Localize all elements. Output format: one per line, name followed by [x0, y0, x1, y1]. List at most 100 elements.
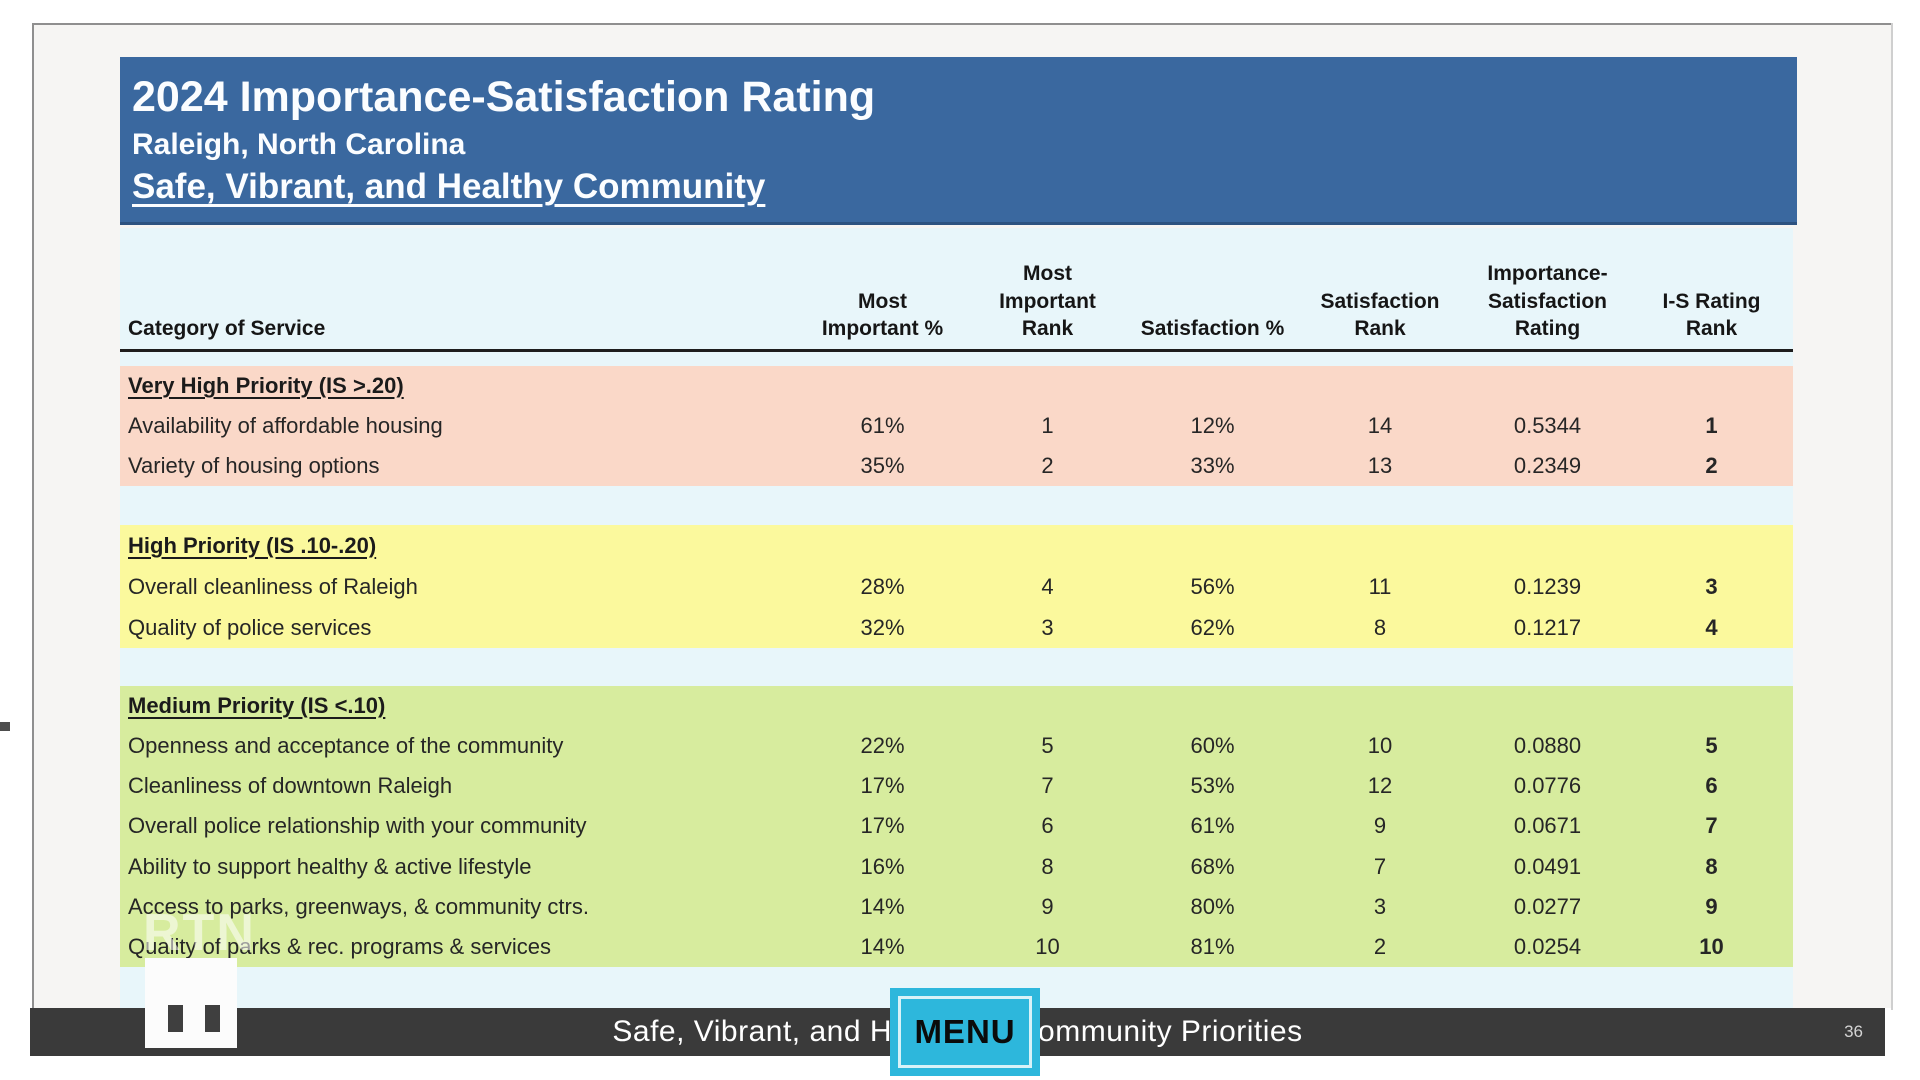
slide-page-number: 36: [1844, 1022, 1863, 1041]
value-cell: 60%: [1190, 733, 1235, 759]
value-cell: 62%: [1190, 614, 1235, 640]
column-header: Satisfaction Rank: [1320, 289, 1440, 341]
slide-title-block: 2024 Importance-Satisfaction Rating Rale…: [120, 57, 1797, 225]
value-cell: 0.0776: [1513, 773, 1582, 799]
presentation-slide: 2024 Importance-Satisfaction Rating Rale…: [34, 25, 1891, 1048]
table-row: Quality of police services 32% 3 62% 8 0.1217…: [120, 607, 1793, 648]
value-cell: 11: [1368, 573, 1392, 599]
value-cell: 3: [1373, 893, 1387, 919]
column-header: Most Important Rank: [999, 261, 1096, 341]
value-cell: 16%: [860, 853, 905, 879]
column-header: Most Important %: [821, 289, 944, 341]
footer-caption-right: ommunity Priorities: [1038, 1015, 1303, 1048]
value-cell: 80%: [1190, 893, 1235, 919]
slide-subtitle-topic: Safe, Vibrant, and Healthy Community: [132, 167, 766, 206]
value-cell: 8: [1373, 614, 1387, 640]
rtn-11-digit-one: [205, 1005, 220, 1032]
value-cell: 35%: [860, 453, 905, 478]
value-cell: 12: [1367, 773, 1393, 799]
value-cell: 2: [1041, 453, 1054, 478]
footer-caption-bar: Safe, Vibrant, and H MENU ommunity Prior…: [30, 988, 1885, 1076]
category-cell: Ability to support healthy & active life…: [128, 853, 532, 879]
value-cell: 14: [1367, 413, 1393, 438]
value-cell: 68%: [1190, 853, 1235, 879]
value-cell: 13: [1367, 453, 1393, 478]
value-cell: 0.0491: [1513, 853, 1582, 879]
value-cell: 12%: [1190, 413, 1235, 438]
menu-button-label: MENU: [898, 996, 1033, 1068]
section-label: High Priority (IS .10-.20): [128, 532, 377, 558]
table-row: Overall police relationship with your co…: [120, 806, 1793, 846]
value-cell: 7: [1373, 853, 1387, 879]
column-header: I-S Rating Rank: [1662, 289, 1761, 341]
value-cell: 4: [1041, 573, 1054, 599]
section-label-row: Medium Priority (IS <.10): [120, 686, 1793, 726]
priority-section-high: High Priority (IS .10-.20) Overall cleanl…: [120, 525, 1793, 648]
value-cell: 0.0277: [1513, 893, 1582, 919]
category-cell: Quality of police services: [128, 614, 372, 640]
rtn-11-logo: [145, 958, 237, 1048]
value-cell: 53%: [1190, 773, 1235, 799]
table-row: Access to parks, greenways, & community …: [120, 887, 1793, 927]
section-label-row: Very High Priority (IS >.20): [120, 366, 1793, 406]
section-label: Very High Priority (IS >.20): [128, 373, 404, 398]
value-cell: 7: [1705, 813, 1718, 839]
column-header: Category of Service: [128, 317, 326, 341]
frame-border-right: [1891, 23, 1893, 1010]
slide-subtitle-location: Raleigh, North Carolina: [132, 128, 466, 161]
value-cell: 2: [1705, 453, 1718, 478]
value-cell: 61%: [1190, 813, 1235, 839]
table-body: Very High Priority (IS >.20) Availability…: [120, 366, 1793, 967]
category-cell: Quality of parks & rec. programs & servi…: [128, 933, 552, 959]
category-cell: Overall cleanliness of Raleigh: [128, 573, 418, 599]
rtn-watermark-text: RTN: [143, 904, 256, 962]
priority-section-very-high: Very High Priority (IS >.20) Availability…: [120, 366, 1793, 486]
value-cell: 3: [1705, 573, 1718, 599]
table-row: Availability of affordable housing 61% 1 12…: [120, 406, 1793, 446]
table-row: Ability to support healthy & active life…: [120, 847, 1793, 887]
value-cell: 56%: [1190, 573, 1235, 599]
table-row: Variety of housing options 35% 2 33% 13 0.234…: [120, 446, 1793, 486]
value-cell: 3: [1041, 614, 1054, 640]
category-cell: Variety of housing options: [128, 453, 380, 478]
value-cell: 10: [1367, 733, 1393, 759]
value-cell: 0.0671: [1513, 813, 1582, 839]
edge-artifact: [0, 722, 10, 731]
value-cell: 8: [1041, 853, 1054, 879]
category-cell: Cleanliness of downtown Raleigh: [128, 773, 453, 799]
category-cell: Openness and acceptance of the community: [128, 733, 564, 759]
value-cell: 28%: [860, 573, 905, 599]
value-cell: 4: [1705, 614, 1718, 640]
value-cell: 0.0880: [1513, 733, 1582, 759]
footer-caption-left: Safe, Vibrant, and H: [612, 1015, 893, 1048]
table-row: Cleanliness of downtown Raleigh 17% 7 53% 12…: [120, 766, 1793, 806]
value-cell: 10: [1699, 933, 1724, 959]
menu-button[interactable]: MENU: [890, 988, 1041, 1076]
section-label: Medium Priority (IS <.10): [128, 693, 386, 719]
column-header: Importance- Satisfaction Rating: [1487, 261, 1608, 341]
value-cell: 61%: [860, 413, 905, 438]
slide-title: 2024 Importance-Satisfaction Rating: [132, 73, 876, 121]
value-cell: 14%: [860, 933, 905, 959]
column-header: Satisfaction %: [1140, 317, 1285, 341]
value-cell: 0.0254: [1513, 933, 1582, 959]
table-row: Overall cleanliness of Raleigh 28% 4 56% 11 0…: [120, 566, 1793, 607]
value-cell: 33%: [1190, 453, 1235, 478]
value-cell: 6: [1041, 813, 1054, 839]
frame-border-left: [32, 23, 34, 1010]
value-cell: 17%: [860, 773, 905, 799]
priority-section-medium: Medium Priority (IS <.10) Openness and ac…: [120, 686, 1793, 967]
value-cell: 81%: [1190, 933, 1235, 959]
value-cell: 14%: [860, 893, 905, 919]
value-cell: 5: [1705, 733, 1718, 759]
category-cell: Overall police relationship with your co…: [128, 813, 587, 839]
value-cell: 0.5344: [1513, 413, 1582, 438]
value-cell: 0.2349: [1513, 453, 1582, 478]
importance-satisfaction-table: Category of Service Most Important % Most Im…: [120, 228, 1793, 1008]
section-label-row: High Priority (IS .10-.20): [120, 525, 1793, 566]
value-cell: 9: [1041, 893, 1054, 919]
value-cell: 1: [1705, 413, 1718, 438]
value-cell: 9: [1705, 893, 1718, 919]
value-cell: 17%: [860, 813, 905, 839]
category-cell: Access to parks, greenways, & community …: [128, 893, 589, 919]
